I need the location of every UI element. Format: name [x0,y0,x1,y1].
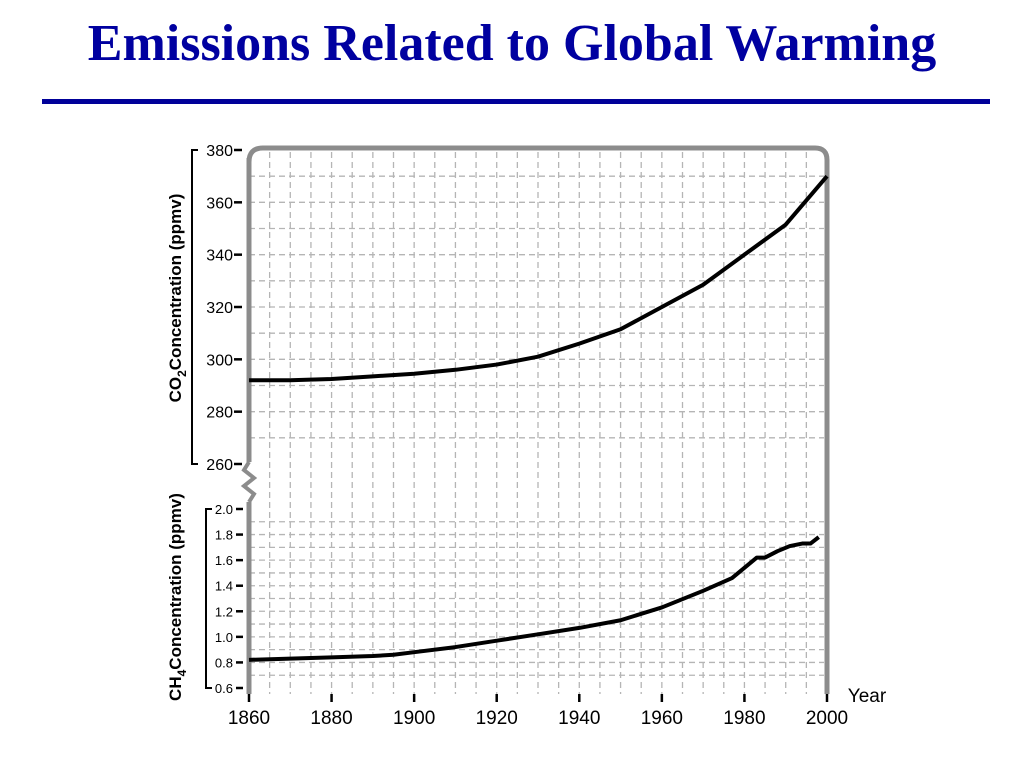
ch4-axis-label-suffix: Concentration (ppmv) [166,493,185,670]
co2-tick-label: 360 [206,195,233,212]
ch4-axis-label-subscript: 4 [175,669,189,676]
co2-axis-label-suffix: Concentration (ppmv) [166,194,185,371]
co2-axis-label: CO2Concentration (ppmv) [166,194,189,403]
ch4-tick-label: 0.8 [215,655,233,670]
axis-break-mark [240,460,258,504]
co2-tick-label: 380 [206,143,233,160]
x-tick-label: 1880 [310,708,352,729]
ch4-tick-label: 1.8 [215,528,233,543]
ch4-tick-label: 1.2 [215,604,233,619]
slide-title: Emissions Related to Global Warming [87,15,937,72]
ch4-tick-label: 1.0 [215,630,233,645]
title-rule [42,99,990,104]
co2-tick-label: 260 [206,457,233,474]
co2-tick-label: 320 [206,300,233,317]
co2-series-line [249,174,829,383]
co2-axis-label-main: CO [166,377,185,403]
x-tick-label: 1900 [393,708,435,729]
x-tick-label: 1980 [723,708,765,729]
co2-tick-label: 280 [206,405,233,422]
x-axis-label: Year [848,686,887,707]
co2-tick-label: 340 [206,248,233,265]
x-tick-label: 1940 [558,708,600,729]
plot-frame [246,145,830,694]
ch4-axis-label-main: CH [166,676,185,701]
x-tick-label: 1960 [641,708,683,729]
co2-axis-bracket [191,149,198,465]
co2-tick-label: 300 [206,352,233,369]
co2-axis-label-subscript: 2 [175,370,189,377]
ch4-tick-label: 1.4 [215,579,233,594]
x-tick-label: 2000 [806,708,848,729]
ch4-axis-label: CH4Concentration (ppmv) [166,493,189,701]
ch4-tick-label: 1.6 [215,553,233,568]
ch4-axis-bracket [205,508,212,689]
ch4-tick-label: 2.0 [215,502,233,517]
ch4-tick-label: 0.6 [215,681,233,696]
x-tick-label: 1860 [228,708,270,729]
ch4-series-line [248,535,820,662]
x-tick-label: 1920 [476,708,518,729]
